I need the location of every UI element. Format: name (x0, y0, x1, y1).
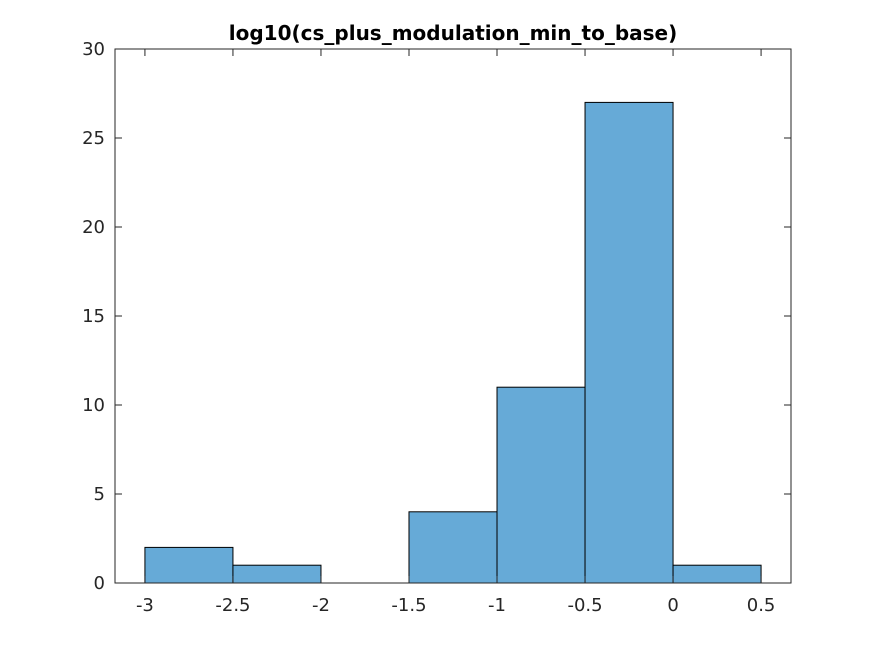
histogram-bar (408, 511, 498, 584)
x-tick-label: -3 (136, 595, 154, 616)
x-tick-label: -2.5 (215, 595, 250, 616)
y-tick-label: 20 (82, 217, 105, 238)
histogram-bar (144, 546, 234, 584)
y-tick-label: 0 (94, 573, 105, 594)
x-tick-label: -2 (312, 595, 330, 616)
x-tick-label: -1.5 (391, 595, 426, 616)
histogram-bar (232, 564, 322, 584)
histogram-bar (584, 101, 674, 584)
histogram-bar (496, 386, 586, 584)
bars (144, 101, 762, 584)
y-tick-label: 5 (94, 484, 105, 505)
histogram-bar (672, 564, 762, 584)
x-tick-label: -1 (488, 595, 506, 616)
y-tick-label: 15 (82, 306, 105, 327)
axes-box (114, 48, 792, 584)
y-tick-label: 10 (82, 395, 105, 416)
axes: -3 -2.5 -2 -1.5 -1 -0.5 0 0.5 0 5 10 15 20 25 30 (82, 39, 792, 616)
y-tick-label: 30 (82, 39, 105, 60)
x-tick-label: -0.5 (567, 595, 602, 616)
x-tick-label: 0 (667, 595, 678, 616)
y-tick-label: 25 (82, 128, 105, 149)
chart-title: log10(cs_plus_modulation_min_to_base) (229, 21, 678, 45)
x-tick-label: 0.5 (747, 595, 776, 616)
